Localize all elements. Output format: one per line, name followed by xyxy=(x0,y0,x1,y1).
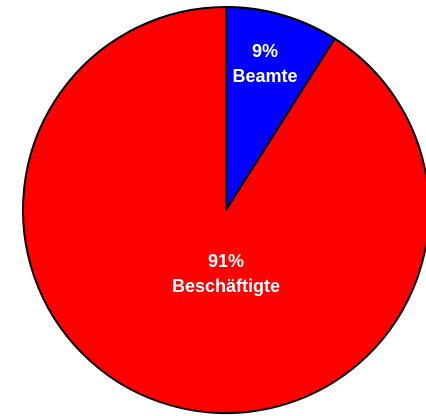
value-label: 9% xyxy=(252,41,278,61)
category-label: Beschäftigte xyxy=(172,276,280,296)
category-label: Beamte xyxy=(232,66,297,86)
pie-slice xyxy=(225,6,336,211)
value-label: 91% xyxy=(208,251,244,271)
pie-slice xyxy=(22,6,426,414)
